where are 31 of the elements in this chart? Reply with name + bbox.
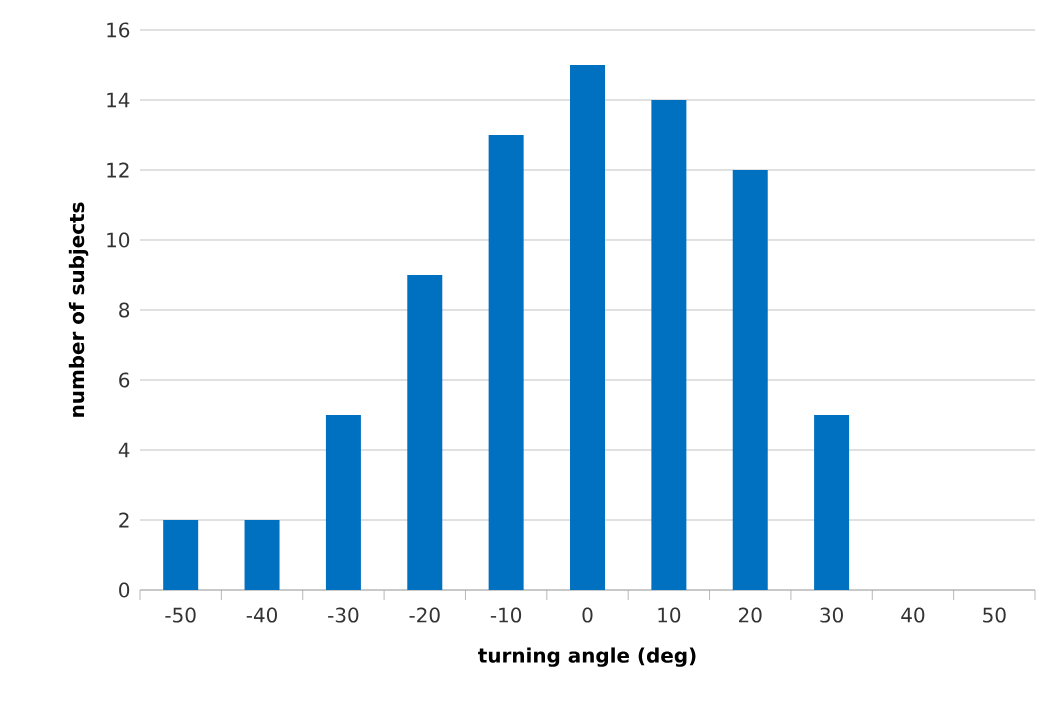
x-tick-label: -10 [490,607,522,623]
bar [488,134,524,590]
x-tick-label: 50 [983,607,1006,623]
x-tick-label: 40 [901,607,925,623]
x-tick-label: 0 [582,607,593,623]
bar [570,64,606,590]
y-tick-label: 14 [107,92,130,108]
bar [651,99,687,590]
y-tick-label: 2 [119,512,129,528]
bar [814,415,850,590]
y-tick-label: 6 [119,372,130,388]
x-tick-label: 20 [739,607,762,623]
bar [244,520,280,590]
x-tick-label: -30 [328,607,359,623]
y-tick-label: 4 [118,442,130,458]
x-tick-label: -40 [246,607,277,623]
y-tick-label: 16 [107,22,130,38]
y-tick-label: 10 [107,232,130,248]
x-tick-label: 30 [820,607,843,623]
x-tick-label: 10 [658,607,681,623]
bar [407,275,443,590]
y-tick-label: 12 [107,162,129,178]
x-tick-label: -20 [409,607,440,623]
y-tick-label: 0 [119,582,130,598]
x-tick-label: -50 [165,607,196,623]
x-axis-title: turning angle (deg) [478,647,696,667]
bar [325,415,361,590]
y-axis-title: number of subjects [68,202,89,417]
y-tick-label: 8 [119,302,130,318]
bar [163,520,199,590]
bar [732,169,768,590]
